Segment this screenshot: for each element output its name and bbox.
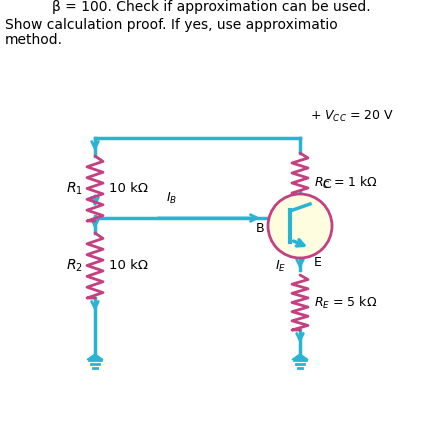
Text: Show calculation proof. If yes, use approximatio: Show calculation proof. If yes, use appr…: [5, 18, 338, 32]
Text: C: C: [322, 178, 331, 191]
Polygon shape: [292, 354, 308, 360]
Text: method.: method.: [5, 33, 63, 47]
Text: $R_2$: $R_2$: [66, 257, 83, 274]
Text: E: E: [314, 256, 322, 269]
Text: 10 kΩ: 10 kΩ: [109, 259, 148, 272]
Circle shape: [268, 194, 332, 258]
Text: $R_E$ = 5 kΩ: $R_E$ = 5 kΩ: [314, 294, 377, 310]
Text: β = 100. Check if approximation can be used.: β = 100. Check if approximation can be u…: [51, 0, 371, 14]
Text: $R_C$ = 1 kΩ: $R_C$ = 1 kΩ: [314, 175, 378, 191]
Text: $I_E$: $I_E$: [275, 258, 286, 274]
Text: $R_1$: $R_1$: [66, 180, 83, 197]
Text: 10 kΩ: 10 kΩ: [109, 182, 148, 195]
Polygon shape: [87, 354, 103, 360]
Text: B: B: [255, 222, 264, 235]
Text: + $V_{CC}$ = 20 V: + $V_{CC}$ = 20 V: [310, 108, 394, 124]
Text: $I_B$: $I_B$: [166, 191, 177, 206]
Text: $I_C$: $I_C$: [274, 215, 286, 231]
